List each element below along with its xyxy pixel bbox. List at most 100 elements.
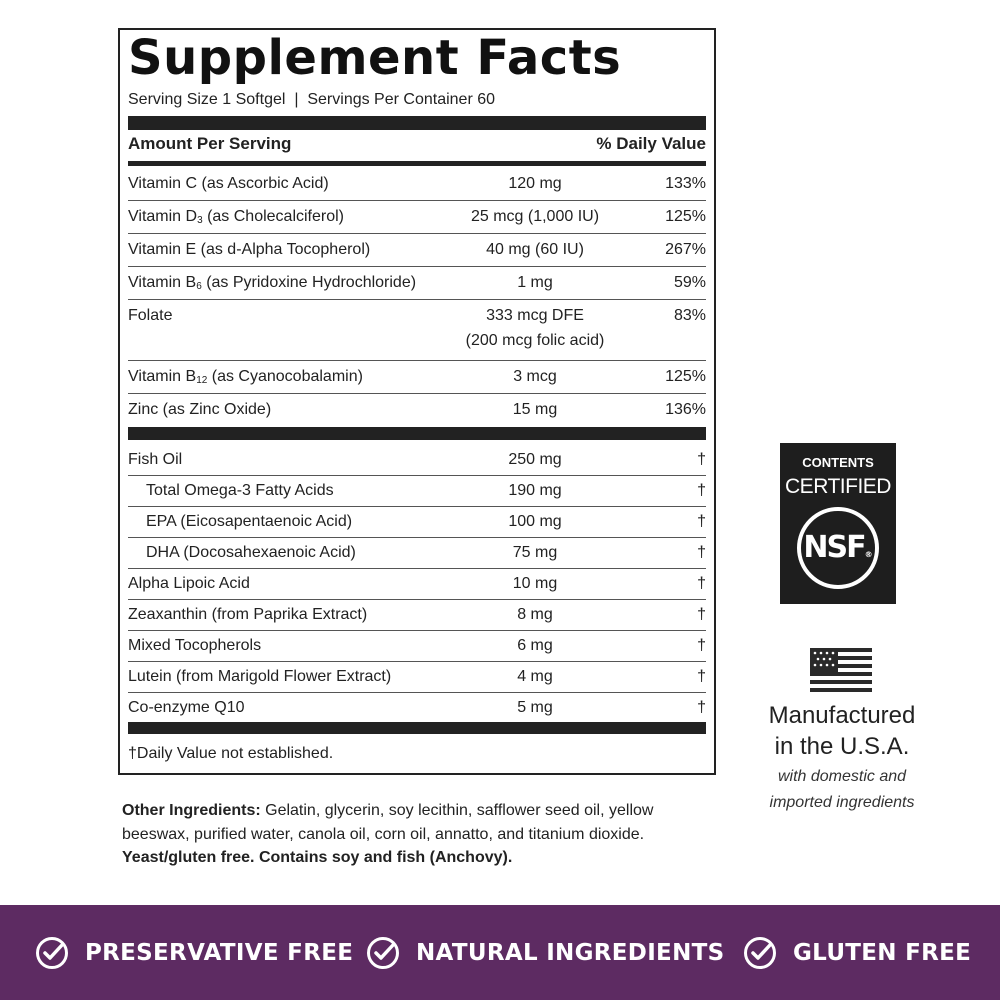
nutrient-dv: 136% [665,401,706,418]
nutrient-subscript: 6 [196,281,202,292]
footnote: †Daily Value not established. [128,745,334,762]
nutrient-amount: 1 mg [517,274,553,291]
claim-text: PRESERVATIVE FREE [85,940,354,966]
nutrient-name: Vitamin E (as d-Alpha Tocopherol) [128,241,371,258]
nutrient-name: EPA (Eicosapentaenoic Acid) [146,513,353,530]
thick-rule [128,427,706,440]
nutrient-dv: † [697,699,706,716]
ingredients-note: Yeast/gluten free. Contains soy and fish… [122,849,513,866]
badge-logo: NSF® [801,533,875,570]
stripe [810,648,872,652]
nutrient-name: Co-enzyme Q10 [128,699,245,716]
dv-header: % Daily Value [596,134,706,153]
row-rule [128,475,706,476]
stripe [810,672,872,676]
stripe [810,656,872,660]
nutrient-name: Mixed Tocopherols [128,637,262,654]
row-rule [128,537,706,538]
nutrient-dv: † [697,544,706,561]
nutrient-name: Alpha Lipoic Acid [128,575,250,592]
serving-info: Serving Size 1 Softgel | Servings Per Co… [128,91,496,108]
nutrient-dv: † [697,668,706,685]
row-rule [128,200,706,201]
nutrient-name: Zinc (as Zinc Oxide) [128,401,272,418]
nutrient-amount: 25 mcg (1,000 IU) [470,208,600,225]
row-rule [128,393,706,394]
row-rule [128,506,706,507]
nutrient-name-part: Vitamin B [128,274,197,291]
check-mark [374,943,395,960]
nutrient-name: Vitamin B6 (as Pyridoxine Hydrochloride) [128,273,416,293]
nutrient-amount: 250 mg [508,451,562,468]
nutrient-amount: 100 mg [508,513,562,530]
nutrient-amount: 6 mg [517,637,553,654]
nutrient-dv: 83% [673,307,706,324]
check-mark [43,943,64,960]
claim-text: GLUTEN FREE [793,940,972,966]
stripe [810,688,872,692]
claims-bar: PRESERVATIVE FREE NATURAL INGREDIENTS GLUT… [0,905,1000,1000]
nutrient-dv: 125% [665,368,706,385]
nutrient-dv: 59% [673,274,706,291]
row-rule [128,233,706,234]
nutrient-name: Fish Oil [128,451,183,468]
facts-title: Supplement Facts [128,30,622,86]
nutrient-dv: 267% [665,241,706,258]
flag-icon [810,648,872,692]
nutrient-name-suffix: (as Cyanocobalamin) [207,368,363,385]
nutrient-dv: † [697,482,706,499]
badge-middle: CERTIFIED [785,475,891,498]
nutrient-amount: 3 mcg [513,368,557,385]
origin-info: Manufactured in the U.S.A. with domestic a… [742,700,942,816]
nutrient-dv: 133% [665,175,706,192]
check-mark [751,943,772,960]
row-rule [128,661,706,662]
nutrient-amount: 8 mg [517,606,553,623]
nutrient-subscript: 3 [197,215,203,226]
check-icon [367,937,399,969]
nutrient-amount: 75 mg [512,544,558,561]
nutrient-name: Zeaxanthin (from Paprika Extract) [128,606,368,623]
nutrient-dv: † [697,575,706,592]
nutrient-name: Vitamin B12 (as Cyanocobalamin) [128,367,363,387]
nutrient-dv: 125% [665,208,706,225]
nutrient-dv: † [697,606,706,623]
stripe [810,680,872,684]
nutrient-amount: 4 mg [517,668,553,685]
nutrient-subscript: 12 [196,375,208,386]
thick-rule [128,116,706,130]
claim: NATURAL INGREDIENTS [366,936,724,970]
nutrient-amount: 5 mg [517,699,553,716]
origin-note: with domestic and [777,768,907,785]
nutrient-amount: 10 mg [512,575,558,592]
badge-logo-text: NSF [803,530,866,565]
nutrient-dv: † [697,451,706,468]
check-icon [36,937,68,969]
thick-rule [128,722,706,734]
row-rule [128,692,706,693]
other-ingredients: Other Ingredients: Gelatin, glycerin, so… [122,799,722,870]
badge-reg-mark: ® [864,550,873,559]
nutrient-amount-note: (200 mcg folic acid) [465,332,605,349]
row-rule [128,599,706,600]
ingredients-label: Other Ingredients: [122,802,261,819]
row-rule [128,299,706,300]
amount-header: Amount Per Serving [128,134,292,153]
origin-line: Manufactured [768,702,916,729]
check-icon [744,937,776,969]
nutrient-name: Folate [128,307,173,324]
nutrient-amount: 40 mg (60 IU) [486,241,584,258]
origin-note: imported ingredients [769,794,915,811]
nutrient-name-suffix: (as Cholecalciferol) [202,208,345,225]
claim: GLUTEN FREE [743,936,971,970]
row-rule [128,266,706,267]
check-circle [367,937,399,969]
check-circle [744,937,776,969]
medium-rule [128,161,706,166]
badge-circle: NSF® [797,507,879,589]
nutrient-name: Vitamin D3 (as Cholecalciferol) [128,207,344,227]
facts-panel: Supplement Facts Serving Size 1 Softgel … [118,28,716,775]
nutrient-amount: 333 mcg DFE [486,307,584,324]
origin-line: in the U.S.A. [774,733,910,760]
